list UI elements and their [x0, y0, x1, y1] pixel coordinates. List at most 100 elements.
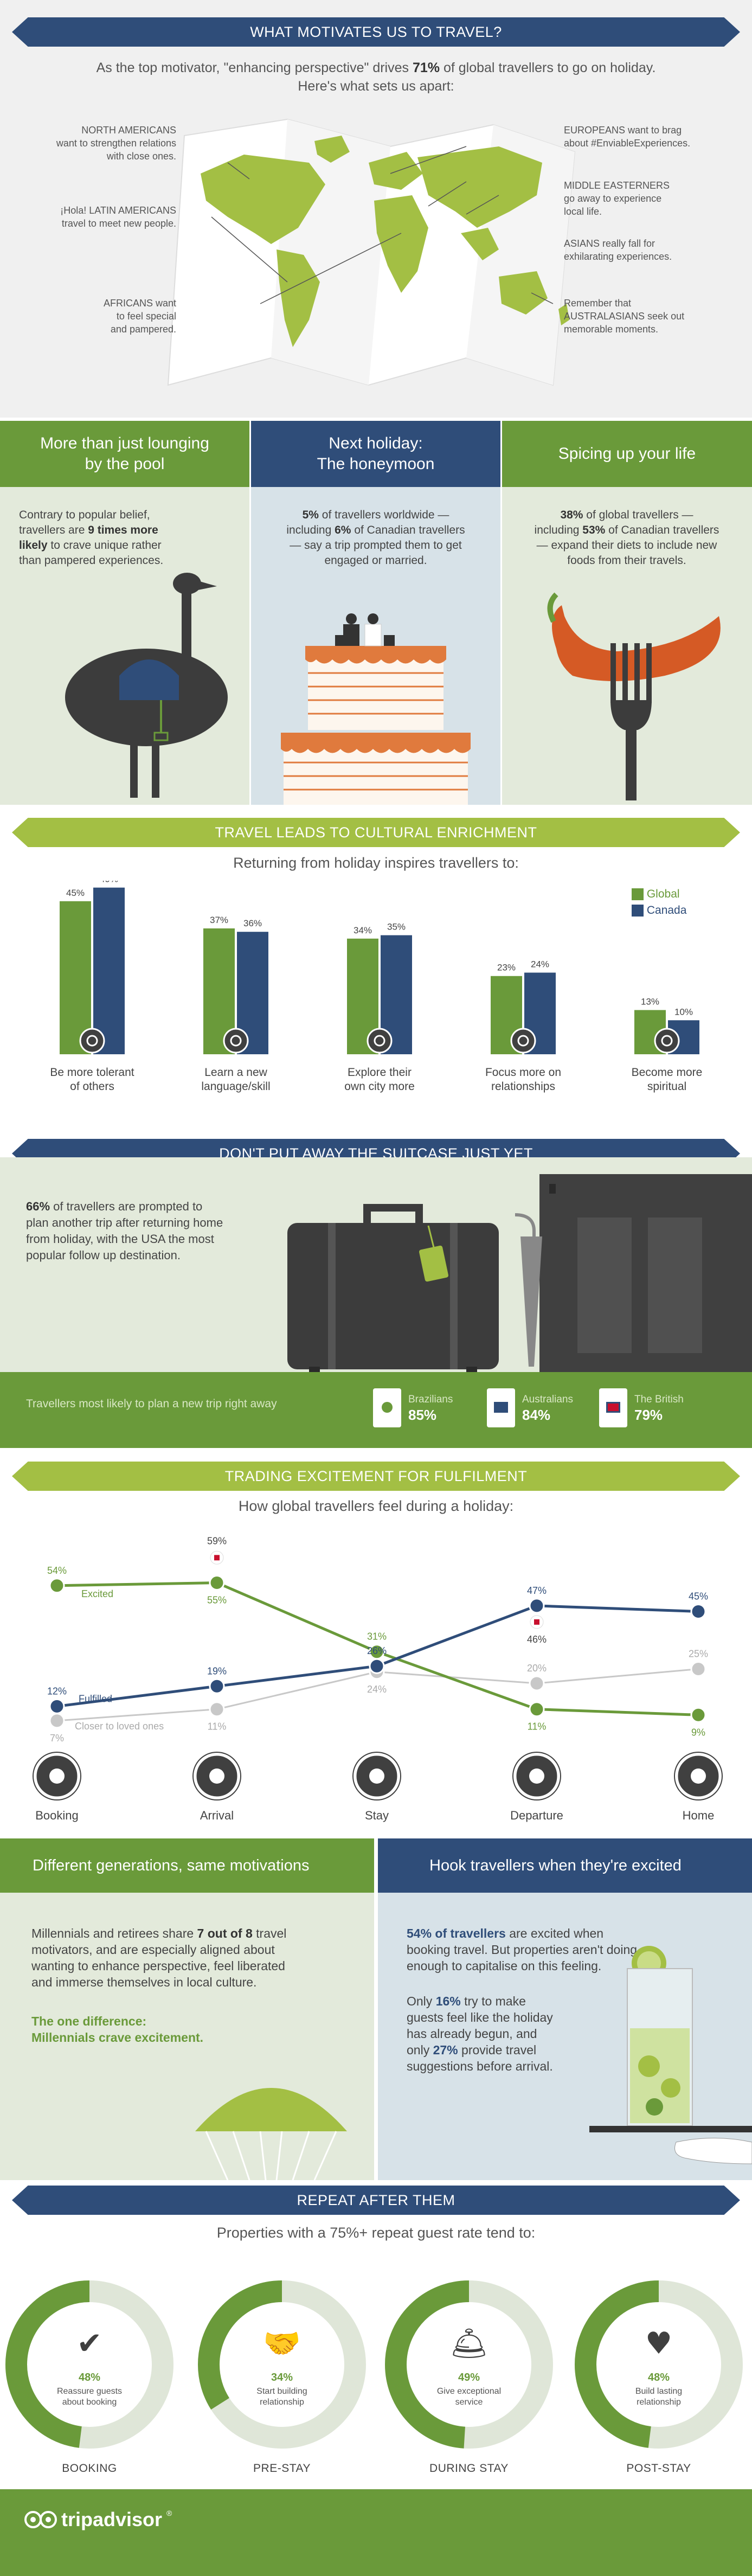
excited-line-point-0: [49, 1578, 65, 1594]
fulfilled-value-2: 26%: [367, 1645, 387, 1656]
legend-swatch-global: [632, 888, 644, 901]
middle-easterners-note: MIDDLE EASTERNERS go away to experience …: [564, 180, 670, 217]
fulfilled-line-point-2: [369, 1658, 385, 1674]
motivation-intro: As the top motivator, "enhancing perspec…: [96, 60, 656, 94]
fulfilled-label: Fulfilled: [79, 1693, 112, 1704]
luggage-tag-brazil-icon: [373, 1388, 401, 1427]
donut-label-3: POST-STAY: [626, 2462, 691, 2475]
hook-text-2: Only 16% try to make guests feel like th…: [407, 1994, 553, 2073]
asians-note: ASIANS really fall for exhilarating expe…: [564, 238, 672, 262]
lotus-icon: [654, 1028, 680, 1054]
hook-text-1: 54% of travellers are excited when booki…: [407, 1926, 638, 1973]
speech-bubble-icon: [223, 1028, 249, 1054]
closer-value-4: 25%: [689, 1649, 708, 1659]
donut-arc-3: [575, 2280, 743, 2449]
hook-heading: Hook travellers when they're excited: [378, 1838, 752, 1893]
category-label-4: Become more spiritual: [632, 1066, 703, 1093]
door-illustration: [539, 1174, 752, 1391]
excited-value-4: 9%: [691, 1727, 705, 1738]
sun-icon: [352, 1752, 401, 1800]
donut-label-0: BOOKING: [62, 2462, 117, 2475]
generations-text: Millennials and retirees share 7 out of …: [31, 1926, 287, 1989]
australasians-note: Remember that AUSTRALASIANS seek out mem…: [564, 298, 685, 335]
bar-label-global-3: 23%: [497, 963, 516, 973]
fulfilment-section: TRADING EXCITEMENT FOR FULFILMENT How gl…: [0, 1448, 752, 1833]
closer-line-point-4: [690, 1661, 706, 1677]
excited-value-3: 11%: [528, 1721, 547, 1732]
excited-line-point-3: [529, 1701, 545, 1718]
donut-label-1: PRE-STAY: [253, 2462, 311, 2475]
fulfilment-subtitle: How global travellers feel during a holi…: [238, 1498, 514, 1514]
excited-value-1: 55%: [207, 1595, 227, 1606]
airplane-icon: [512, 1752, 561, 1800]
bar-label-global-4: 13%: [641, 996, 659, 1007]
closer-label: Closer to loved ones: [75, 1721, 164, 1732]
panel-3: Spicing up your life 38% of global trave…: [502, 421, 752, 805]
donut-arc-1: [198, 2280, 366, 2449]
hand-pointer-icon: [33, 1752, 81, 1800]
enrichment-subtitle: Returning from holiday inspires travelle…: [233, 855, 519, 871]
legend-canada: Canada: [646, 904, 687, 917]
donut-arc-0: [5, 2280, 173, 2449]
donut-arc-2: [385, 2280, 553, 2449]
stage-label-1: Arrival: [200, 1809, 234, 1822]
category-label-0: Be more tolerant of others: [50, 1066, 134, 1093]
fulfilled-value-3: 47%: [527, 1585, 547, 1596]
latin-americans-note: ¡Hola! LATIN AMERICANS travel to meet ne…: [60, 205, 176, 229]
legend-global: Global: [646, 888, 680, 900]
service-bell-icon: 🛎: [449, 2326, 488, 2361]
donut-text-1: Start building relationship: [256, 2387, 307, 2407]
panel-1-text: Contrary to popular belief, travellers a…: [19, 509, 164, 567]
category-label-1: Learn a new language/skill: [201, 1066, 270, 1093]
excited-line-point-4: [690, 1707, 706, 1723]
closer-value-0: 7%: [50, 1733, 64, 1744]
motivation-title: WHAT MOTIVATES US TO TRAVEL?: [12, 17, 740, 47]
footer: tripadvisor ®: [0, 2489, 752, 2576]
bar-label-canada-3: 24%: [531, 959, 549, 969]
repeat-subtitle: Properties with a 75%+ repeat guest rate…: [216, 2225, 536, 2241]
ostrich-illustration: [65, 573, 228, 798]
europeans-note: EUROPEANS want to brag about #EnviableEx…: [564, 125, 691, 149]
donut-text-2: Give exceptional service: [437, 2387, 501, 2407]
panel-2: Next holiday: The honeymoon 5% of travel…: [251, 421, 500, 806]
panel-1: More than just lounging by the pool Cont…: [0, 421, 249, 805]
hook-panel: Hook travellers when they're excited 54%…: [378, 1838, 752, 2180]
donut-booking: ✔ 48% Reassure guests about booking: [5, 2280, 173, 2449]
bar-label-canada-1: 36%: [243, 918, 262, 928]
enrichment-title: TRAVEL LEADS TO CULTURAL ENRICHMENT: [12, 818, 740, 847]
country-britain: The British 79%: [599, 1383, 708, 1437]
heart-icon: ♥: [645, 2326, 672, 2361]
world-map: [167, 118, 576, 386]
fulfilled-line-point-0: [49, 1698, 65, 1714]
fulfilled-value-4: 45%: [689, 1591, 708, 1602]
fulfilled-value-1: 19%: [207, 1665, 227, 1676]
donut-pct-1: 34%: [271, 2372, 293, 2383]
closer-value-3: 20%: [527, 1663, 547, 1674]
closer-line-point-1: [209, 1701, 225, 1718]
generations-highlight: The one difference: Millennials crave ex…: [31, 2014, 204, 2045]
enrichment-section: TRAVEL LEADS TO CULTURAL ENRICHMENT Retu…: [0, 805, 752, 1130]
donut-text-0: Reassure guests about booking: [57, 2387, 122, 2407]
repeat-section: REPEAT AFTER THEM Properties with a 75%+…: [0, 2180, 752, 2489]
repeat-donuts: ✔ 48% Reassure guests about booking BOOKING 🤝…: [0, 2272, 752, 2489]
excited-value-2: 31%: [367, 1631, 387, 1642]
bar-global-0: [60, 901, 91, 1054]
bar-canada-0: [93, 887, 125, 1054]
bar-label-canada-4: 10%: [674, 1007, 693, 1017]
handshake-icon: 🤝: [263, 2326, 301, 2361]
canada-arrival-value: 59%: [207, 1535, 227, 1546]
map-pin-icon: [192, 1752, 241, 1800]
stage-label-0: Booking: [35, 1809, 79, 1822]
fulfilment-title: TRADING EXCITEMENT FOR FULFILMENT: [12, 1462, 740, 1491]
donut-during-stay: 🛎 49% Give exceptional service: [385, 2280, 553, 2449]
holiday-feelings-line-chart: 54% 55% 31% 11% 9% 12% 19% 26% 47% 45% 7% 11% 24% 20%…: [33, 1535, 723, 1822]
category-label-3: Focus more on relationships: [485, 1066, 561, 1093]
closer-line-point-0: [49, 1713, 65, 1729]
suitcase-text: 66% of travellers are prompted to plan a…: [26, 1200, 223, 1262]
donut-pct-3: 48%: [648, 2372, 670, 2383]
bar-label-global-1: 37%: [210, 915, 228, 925]
excited-line-point-1: [209, 1575, 225, 1591]
fulfilled-line-point-3: [529, 1598, 545, 1614]
donut-pct-0: 48%: [79, 2372, 100, 2383]
bar-label-global-2: 34%: [353, 925, 372, 935]
